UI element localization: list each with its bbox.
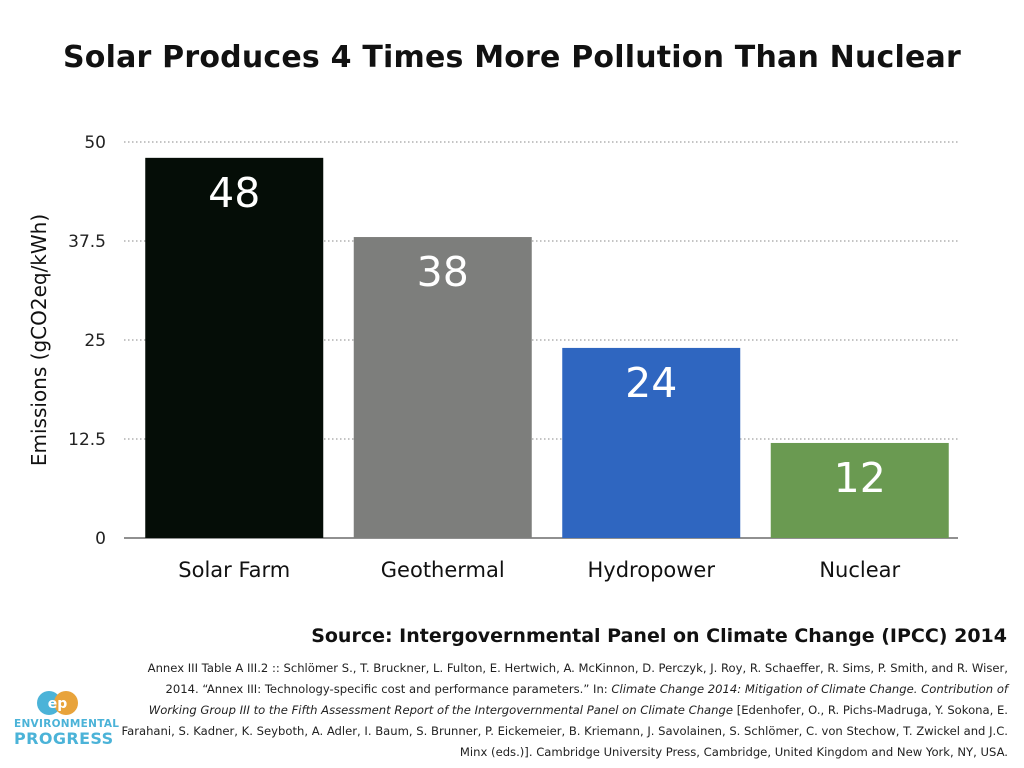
bar <box>562 347 741 538</box>
source-citation: Annex III Table A III.2 :: Schlömer S., … <box>118 658 1009 763</box>
y-tick-label: 25 <box>84 331 106 351</box>
bar <box>770 442 949 538</box>
logo-mark-text: ep <box>48 696 68 712</box>
y-tick-label: 37.5 <box>68 232 106 252</box>
data-label: 48 <box>208 169 260 217</box>
citation-book-title: Climate Change 2014: Mitigation of Clima… <box>148 682 1008 717</box>
environmental-progress-logo: ep ENVIRONMENTAL PROGRESS <box>14 690 120 748</box>
y-axis-label: Emissions (gCO2eq/kWh) <box>27 214 51 466</box>
y-axis-ticks: 0 12.5 25 37.5 50 <box>68 133 106 549</box>
data-label: 38 <box>417 248 469 296</box>
environmental-progress-logo-icon: ep <box>37 691 78 715</box>
data-label: 12 <box>834 454 886 502</box>
x-category-label: Geothermal <box>381 558 505 582</box>
x-category-label: Nuclear <box>819 558 900 582</box>
logo-line-2: PROGRESS <box>14 729 114 748</box>
data-label: 24 <box>625 359 677 407</box>
bar-chart: 48 38 24 12 0 12.5 25 37.5 50 Solar Farm Geother… <box>27 133 958 582</box>
source-title: Source: Intergovernmental Panel on Clima… <box>311 625 1007 647</box>
y-tick-label: 50 <box>84 133 106 153</box>
x-category-label: Hydropower <box>588 558 716 582</box>
citation-editors: [Edenhofer, O., R. Pichs-Madruga, Y. Sok… <box>121 703 1009 759</box>
citation-text: Annex III Table A III.2 :: Schlömer S., … <box>147 661 1008 696</box>
logo-line-1: ENVIRONMENTAL <box>14 718 120 730</box>
bar <box>353 237 532 539</box>
x-category-label: Solar Farm <box>178 558 290 582</box>
y-tick-label: 12.5 <box>68 430 106 450</box>
y-tick-label: 0 <box>95 529 106 549</box>
x-axis-categories: Solar Farm Geothermal Hydropower Nuclear <box>178 558 900 582</box>
chart-title: Solar Produces 4 Times More Pollution Th… <box>62 40 961 75</box>
bar <box>145 157 324 538</box>
bars: 48 38 24 12 <box>145 157 949 539</box>
